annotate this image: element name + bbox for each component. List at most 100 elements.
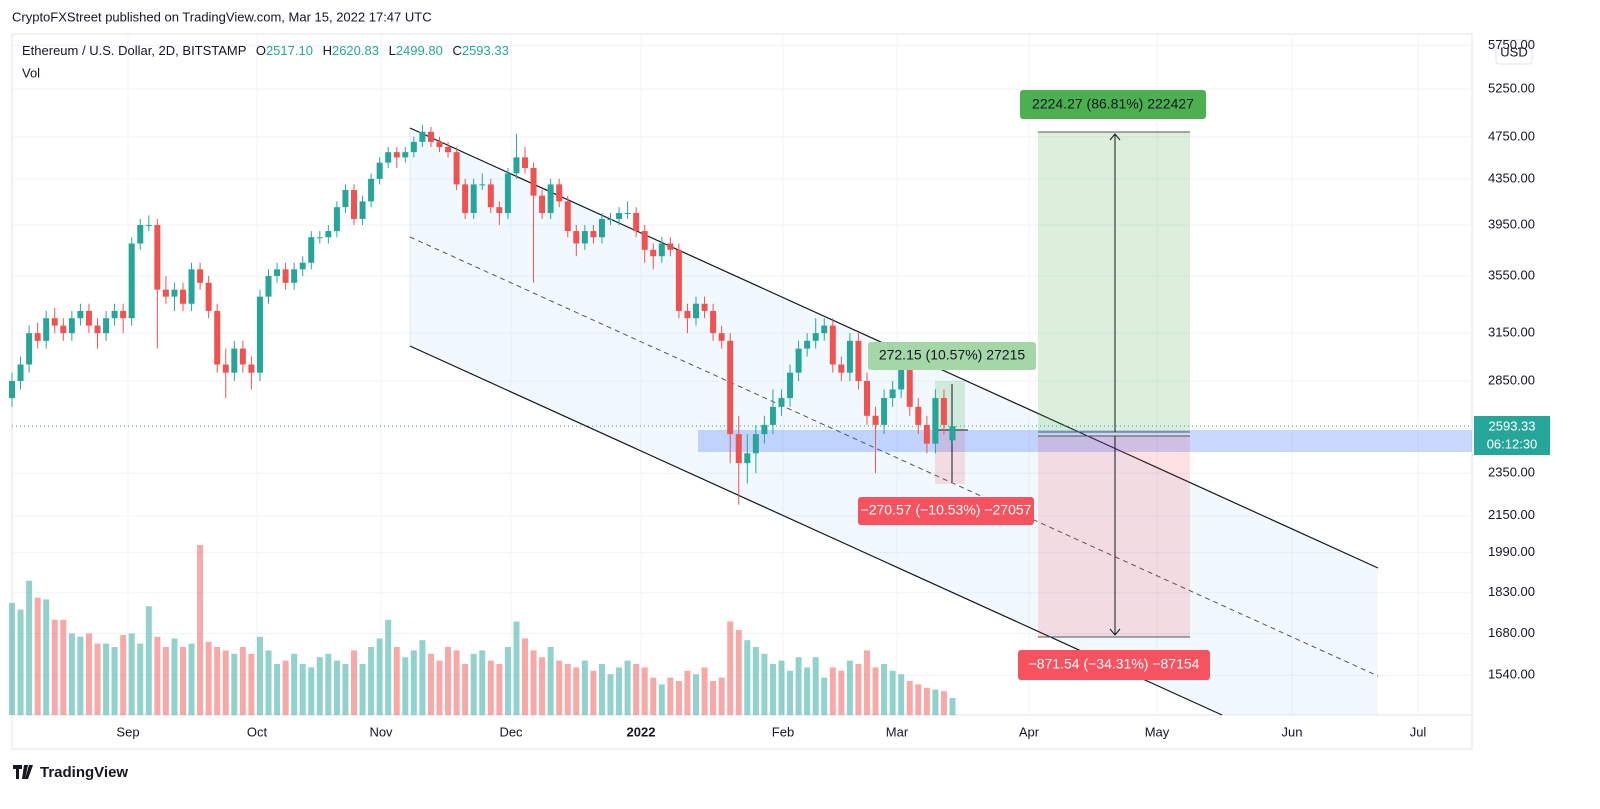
volume-bar (316, 657, 323, 715)
volume-bar (795, 657, 802, 715)
volume-bar (735, 630, 742, 715)
candle-body (838, 364, 845, 373)
candle-body (445, 146, 452, 153)
volume-bar (351, 650, 357, 715)
volume-bar (94, 643, 101, 715)
candle-body (539, 195, 546, 214)
candle-body (171, 289, 178, 297)
candle-body (778, 398, 785, 407)
candle-body (727, 340, 734, 435)
ohlc-value: 2620.83 (332, 43, 379, 58)
candle-body (735, 434, 742, 464)
candle-body (701, 303, 708, 311)
candle-body (128, 243, 135, 319)
candle-body (248, 364, 255, 373)
volume-bar (769, 664, 776, 715)
volume-bar (34, 597, 41, 715)
x-tick-label: Oct (247, 724, 268, 739)
candle-body (316, 237, 323, 239)
volume-bar (333, 660, 340, 715)
y-tick-label: 2850.00 (1488, 372, 1535, 387)
price-badge (1474, 416, 1550, 455)
candle-body (154, 224, 161, 290)
volume-bar (9, 602, 15, 715)
candle-body (556, 184, 563, 202)
y-tick-label: 1830.00 (1488, 584, 1535, 599)
volume-bar (291, 653, 298, 715)
candle-body (103, 318, 110, 334)
volume-bar (171, 638, 178, 715)
candle-body (821, 325, 828, 334)
volume-bar (368, 647, 375, 715)
volume-bar (778, 660, 785, 715)
volume-bar (137, 643, 144, 715)
candle-body (282, 269, 289, 283)
candle-body (693, 303, 699, 319)
candle-body (607, 218, 614, 220)
volume-bar (504, 647, 511, 715)
annotation-box (868, 342, 1036, 370)
candle-body (462, 184, 469, 214)
candle-body (26, 333, 33, 365)
target-zone (1038, 132, 1190, 432)
candle-body (325, 231, 332, 238)
candle-body (829, 325, 836, 365)
candle-body (581, 231, 588, 244)
candle-body (504, 173, 511, 214)
volume-bar (359, 664, 366, 715)
candle-body (718, 333, 725, 341)
candle-body (256, 296, 263, 373)
candle-body (351, 189, 357, 219)
volume-bar (949, 698, 956, 715)
candle-body (17, 364, 24, 381)
y-tick-label: 3150.00 (1488, 325, 1535, 340)
volume-bar (85, 633, 92, 715)
annotation-box (1018, 650, 1210, 680)
candle-body (667, 243, 674, 250)
volume-bar (60, 619, 67, 715)
candle-body (812, 333, 819, 341)
candle-body (308, 237, 315, 263)
y-tick-label: 1540.00 (1488, 667, 1535, 682)
volume-bar (111, 647, 118, 715)
candle-body (641, 231, 648, 250)
candle-body (333, 207, 340, 232)
y-tick-label: 4350.00 (1488, 170, 1535, 185)
volume-bar (804, 667, 811, 715)
volume-pane (9, 545, 956, 715)
candle-body (359, 201, 366, 219)
volume-bar (590, 670, 597, 715)
candle-body (795, 348, 802, 373)
candle-body (744, 453, 751, 464)
candle-body (530, 168, 537, 196)
y-tick-label: 3550.00 (1488, 267, 1535, 282)
volume-bar (641, 667, 648, 715)
volume-bar (325, 653, 332, 715)
candle-body (487, 184, 494, 208)
target-zone (935, 381, 965, 430)
attribution: CryptoFXStreet published on TradingView.… (12, 9, 432, 24)
volume-bar (547, 647, 554, 715)
volume-bar (650, 677, 657, 715)
volume-bar (496, 664, 503, 715)
candle-body (111, 310, 118, 319)
candle-body (137, 224, 144, 244)
candle-body (427, 131, 434, 142)
volume-bar (462, 664, 469, 715)
volume-bar (342, 664, 349, 715)
candle-body (855, 340, 862, 381)
candle-body (932, 398, 939, 444)
volume-bar (761, 653, 768, 715)
volume-bar (282, 660, 289, 715)
volume-bar (693, 674, 699, 715)
candle-body (342, 189, 349, 208)
candle-body (470, 184, 477, 214)
grid (12, 34, 1472, 715)
volume-bar (881, 664, 888, 715)
x-tick-label: Apr (1019, 724, 1040, 739)
volume-bar (821, 677, 828, 715)
candle-body (787, 372, 794, 399)
volume-bar (410, 650, 417, 715)
volume-bar (17, 609, 24, 715)
